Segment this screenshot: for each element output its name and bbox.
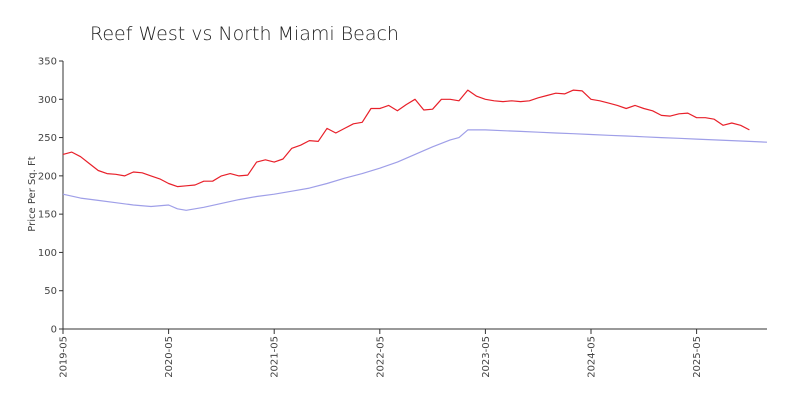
series-group	[62, 89, 768, 211]
x-ticks: 2019-05 2020-05 2021-05 2022-05 2023-05 2024-…	[59, 329, 703, 378]
axes	[62, 61, 767, 330]
y-tick-label: 350	[38, 57, 57, 68]
y-tick-label: 100	[38, 248, 57, 259]
series-line-1	[62, 89, 750, 188]
x-tick-label: 2025-05	[692, 336, 703, 378]
series-line-2	[62, 129, 768, 211]
y-tick-label: 250	[38, 133, 57, 144]
x-tick-label: 2020-05	[164, 336, 175, 378]
y-axis-label: Price Per Sq. Ft	[27, 156, 38, 231]
y-tick-label: 0	[51, 325, 57, 336]
y-tick-label: 300	[38, 95, 57, 106]
y-ticks: 0 50 100 150 200 250 300 350	[38, 57, 63, 336]
chart-title: Reef West vs North Miami Beach	[90, 23, 399, 45]
x-tick-label: 2021-05	[270, 336, 281, 378]
y-tick-label: 50	[44, 286, 57, 297]
x-tick-label: 2022-05	[375, 336, 386, 378]
x-tick-label: 2019-05	[59, 336, 70, 378]
y-tick-label: 150	[38, 210, 57, 221]
y-tick-label: 200	[38, 171, 57, 182]
x-tick-label: 2023-05	[481, 336, 492, 378]
x-tick-label: 2024-05	[587, 336, 598, 378]
